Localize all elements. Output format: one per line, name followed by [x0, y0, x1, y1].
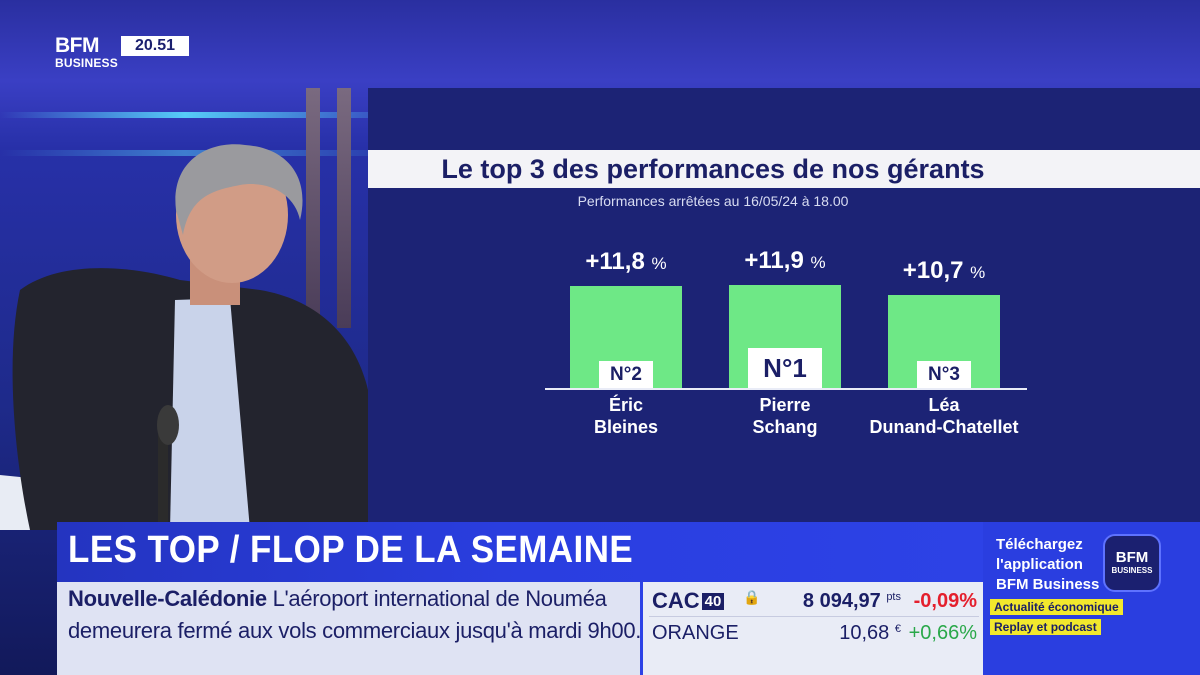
bar-value: +10,7	[902, 257, 964, 284]
bar-value-label: +10,7 %	[864, 257, 1024, 285]
presenter-shirt	[170, 298, 250, 530]
ticker-line-1: Nouvelle-Calédonie L'aéroport internatio…	[68, 586, 607, 612]
stock-change: +0,66%	[908, 622, 977, 644]
app-promo: Téléchargez l'application BFM Business B…	[983, 522, 1200, 675]
market-separator	[649, 616, 979, 617]
light-beam	[0, 150, 370, 156]
bar-unit: %	[651, 254, 667, 273]
promo-text: Téléchargez l'application BFM Business	[996, 535, 1099, 595]
manager-name: Léa Dunand-Chatellet	[844, 394, 1044, 438]
manager-first-name: Léa	[928, 395, 960, 415]
bar-value-label: +11,8 %	[546, 248, 706, 276]
ticker-place: Nouvelle-Calédonie	[68, 586, 267, 611]
stock-name: ORANGE	[652, 622, 739, 644]
lock-icon: 🔒	[743, 589, 761, 605]
graphic-title: Le top 3 des performances de nos gérants	[441, 154, 985, 184]
index-value-text: 8 094,97	[802, 590, 881, 612]
light-beam	[0, 112, 370, 118]
market-ticker: CAC 40 🔒 8 094,97 pts -0,09% ORANGE 10,68…	[640, 582, 983, 675]
app-icon: BFM BUSINESS	[1103, 534, 1161, 592]
index-change: -0,09%	[913, 590, 977, 612]
microphone-stand	[158, 415, 168, 525]
clock: 20.51	[121, 36, 189, 56]
rank-badge: N°1	[748, 348, 822, 388]
bar-value: +11,8	[585, 248, 645, 275]
promo-line-1: Téléchargez	[996, 536, 1083, 553]
rank-badge: N°2	[599, 361, 653, 388]
title-band: Le top 3 des performances de nos gérants	[368, 150, 1200, 188]
manager-name: Pierre Schang	[685, 394, 885, 438]
manager-first-name: Éric	[608, 395, 644, 415]
manager-last-name: Schang	[752, 417, 818, 437]
channel-logo: BFM BUSINESS 20.51	[55, 34, 190, 74]
presenter-image	[0, 144, 371, 530]
bar-value-label: +11,9 %	[705, 247, 865, 275]
stock-value: 10,68 €	[839, 622, 901, 645]
lower-third-band	[57, 522, 983, 582]
bar-unit: %	[810, 253, 826, 272]
index-unit: pts	[886, 591, 901, 603]
app-icon-bfm: BFM	[1115, 549, 1149, 566]
news-ticker: Nouvelle-Calédonie L'aéroport internatio…	[57, 582, 642, 675]
rank-badge: N°3	[917, 361, 971, 388]
logo-business-text: BUSINESS	[55, 56, 118, 70]
microphone-icon	[157, 405, 179, 445]
graphic-subtitle: Performances arrêtées au 16/05/24 à 18.0…	[577, 193, 849, 209]
manager-last-name: Bleines	[593, 417, 659, 437]
ticker-text-2: demeurera fermé aux vols commerciaux jus…	[68, 618, 642, 643]
performance-graphic: Le top 3 des performances de nos gérants…	[368, 88, 1200, 522]
ticker-text-1: L'aéroport international de Nouméa	[272, 586, 607, 611]
promo-line-3: BFM Business	[996, 576, 1100, 593]
index-name-text: CAC	[652, 588, 700, 613]
promo-line-2: l'application	[996, 556, 1083, 573]
manager-last-name: Dunand-Chatellet	[869, 417, 1019, 437]
chart-baseline	[545, 388, 1027, 390]
promo-tag-2: Replay et podcast	[990, 619, 1101, 635]
index-number-badge: 40	[701, 593, 725, 610]
promo-tag-1: Actualité économique	[990, 599, 1123, 615]
presenter-hair	[175, 144, 303, 235]
index-value: 8 094,97 pts	[803, 590, 901, 613]
app-icon-business: BUSINESS	[1111, 566, 1153, 575]
bar-value: +11,9	[744, 247, 804, 274]
manager-name: Éric Bleines	[526, 394, 726, 438]
bar-unit: %	[970, 263, 986, 282]
index-name: CAC 40	[652, 588, 725, 614]
manager-first-name: Pierre	[759, 395, 811, 415]
stock-unit: €	[894, 623, 901, 635]
studio-pillar	[337, 88, 351, 328]
logo-bfm-text: BFM	[55, 34, 100, 57]
studio-pillar	[306, 88, 320, 328]
lower-third-title: LES TOP / FLOP DE LA SEMAINE	[68, 529, 634, 571]
stock-value-text: 10,68	[839, 622, 890, 644]
